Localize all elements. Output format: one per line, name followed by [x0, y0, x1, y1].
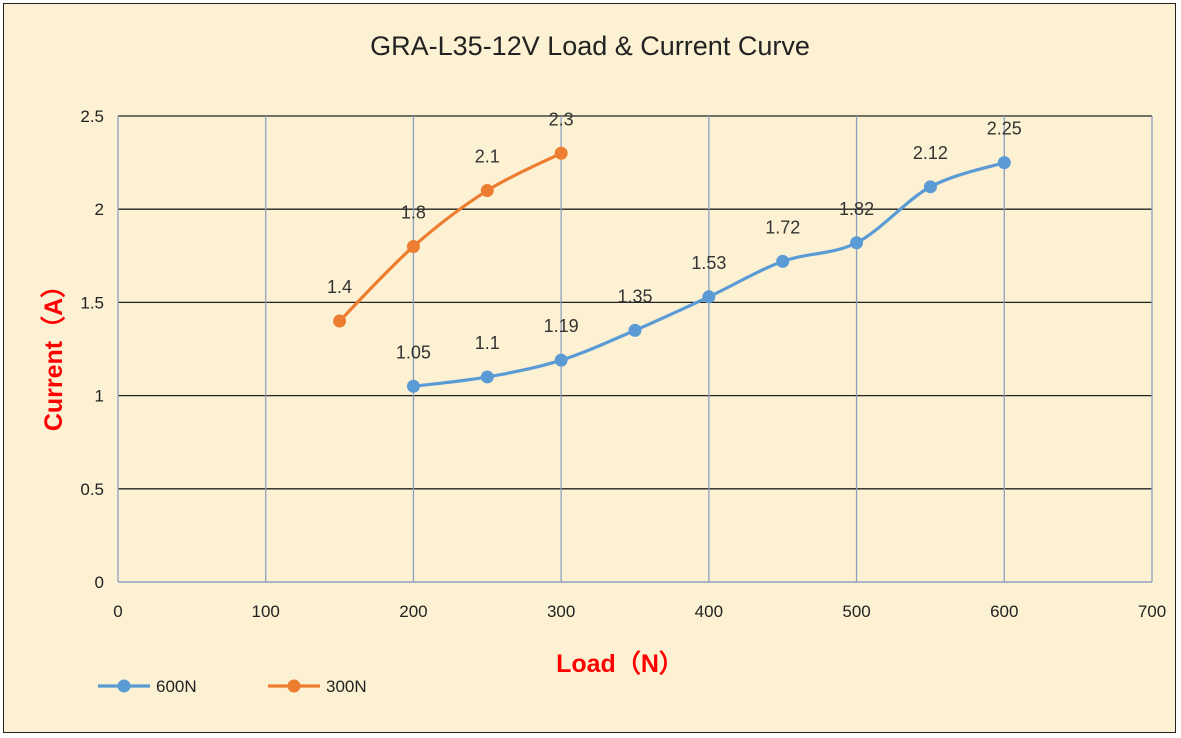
y-tick-label: 2.5 [80, 107, 104, 126]
y-tick-labels: 0 0.5 1 1.5 2 2.5 [80, 107, 104, 592]
legend-label: 300N [326, 677, 367, 696]
data-point [480, 184, 494, 198]
data-label: 1.4 [327, 277, 352, 297]
x-axis-title: Load（N） [556, 649, 684, 678]
series-layer: 1.05 1.11.191.351.531.721.822.122.251.41.… [327, 109, 1022, 393]
data-point [702, 290, 716, 304]
data-label: 2.1 [475, 147, 500, 167]
series-line [337, 151, 563, 323]
data-label: 1.82 [839, 199, 874, 219]
legend-swatch-marker [287, 679, 301, 693]
data-point [333, 314, 347, 328]
x-tick-label: 700 [1138, 602, 1166, 621]
data-point [554, 146, 568, 160]
chart-frame [3, 3, 1176, 733]
chart-title: GRA-L35-12V Load & Current Curve [370, 31, 810, 61]
data-point [406, 379, 420, 393]
x-tick-label: 100 [252, 602, 280, 621]
y-axis-title: Current（A） [39, 273, 68, 431]
x-tick-label: 600 [990, 602, 1018, 621]
x-tick-label: 200 [399, 602, 427, 621]
legend-item-600N: 600N [98, 677, 197, 696]
data-label: 1.05 [396, 342, 431, 362]
data-point [776, 254, 790, 268]
x-tick-label: 400 [695, 602, 723, 621]
data-label: 1.1 [475, 333, 500, 353]
data-label: 2.12 [913, 143, 948, 163]
data-point [997, 156, 1011, 170]
legend-label: 600N [156, 677, 197, 696]
data-point [480, 370, 494, 384]
data-point [923, 180, 937, 194]
y-tick-label: 0.5 [80, 480, 104, 499]
data-label: 1.35 [617, 286, 652, 306]
x-tick-label: 0 [113, 602, 122, 621]
grid-lines [117, 115, 1153, 583]
series-300N: 1.4 1.8 2.1 2.3 [327, 109, 574, 328]
data-point [406, 239, 420, 253]
y-tick-label: 0 [95, 573, 104, 592]
data-label: 2.25 [987, 119, 1022, 139]
data-label: 1.19 [544, 316, 579, 336]
legend-swatch-marker [117, 679, 131, 693]
y-tick-label: 1 [95, 387, 104, 406]
data-label: 1.53 [691, 253, 726, 273]
data-point [850, 236, 864, 250]
data-label: 2.3 [549, 109, 574, 129]
x-tick-label: 500 [842, 602, 870, 621]
y-tick-label: 1.5 [80, 293, 104, 312]
x-tick-label: 300 [547, 602, 575, 621]
x-tick-labels: 0 100 200 300 400 500 600 700 [113, 602, 1166, 621]
y-tick-label: 2 [95, 200, 104, 219]
data-label: 1.8 [401, 202, 426, 222]
series-600N: 1.05 1.1 1.19 1.35 1.53 1.72 1.82 2.12 2.25 [396, 119, 1022, 393]
data-point [628, 323, 642, 337]
legend: 600N 300N [98, 677, 367, 696]
data-label: 1.72 [765, 217, 800, 237]
data-point [554, 353, 568, 367]
legend-item-300N: 300N [268, 677, 367, 696]
